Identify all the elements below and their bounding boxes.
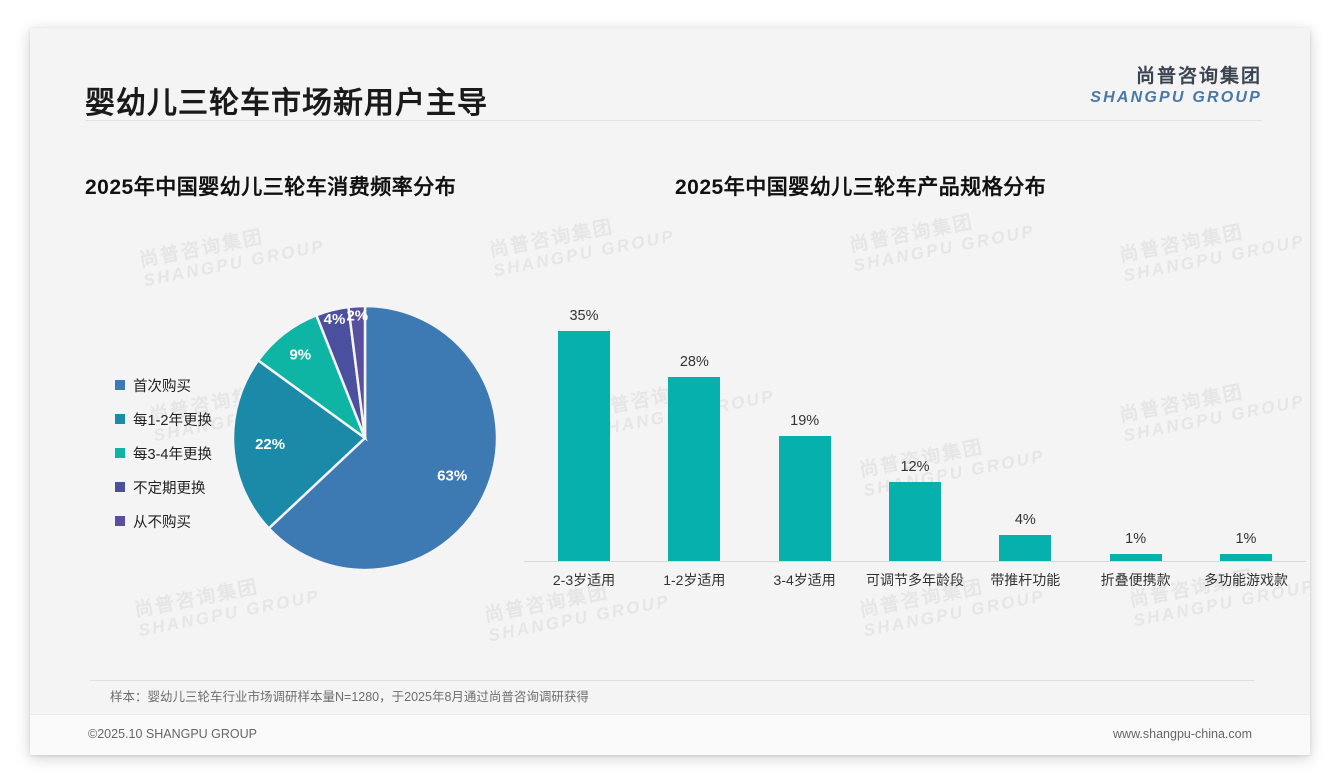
bar-value-label: 19% <box>790 413 820 429</box>
bar-column[interactable]: 35% <box>530 258 638 561</box>
pie-chart-title: 2025年中国婴幼儿三轮车消费频率分布 <box>85 176 457 199</box>
bar-category-labels: 2-3岁适用 1-2岁适用 3-4岁适用 可调节多年龄段 带推杆功能 折叠便携款… <box>530 570 1300 590</box>
legend-swatch-icon <box>115 380 125 390</box>
copyright-text: ©2025.10 SHANGPU GROUP <box>88 727 257 741</box>
bar-category-label: 1-2岁适用 <box>663 572 726 588</box>
pie-slice-label: 22% <box>255 436 285 453</box>
pie-slice-label: 4% <box>324 311 346 328</box>
bar-category-label: 带推杆功能 <box>990 572 1061 588</box>
bar-category-label: 2-3岁适用 <box>552 572 616 588</box>
legend-label: 每1-2年更换 <box>133 412 212 429</box>
legend-swatch-icon <box>115 482 125 492</box>
bar-category-label: 多功能游戏款 <box>1203 572 1288 588</box>
bar-value-label: 4% <box>1014 511 1036 528</box>
title-divider <box>85 120 1262 121</box>
pie-slice-label: 63% <box>437 468 467 485</box>
legend-swatch-icon <box>115 414 125 424</box>
bar-chart-title: 2025年中国婴幼儿三轮车产品规格分布 <box>675 176 1047 199</box>
legend-label: 从不购买 <box>133 514 191 531</box>
bar-axis-line <box>524 561 1306 562</box>
bar-value-label: 35% <box>569 307 599 324</box>
logo-text-cn: 尚普咨询集团 <box>1135 66 1262 87</box>
slide-card: 尚普咨询集团 SHANGPU GROUP 尚普咨询集团 SHANGPU GROUP … <box>30 28 1310 755</box>
legend-item[interactable]: 每1-2年更换 <box>115 402 245 436</box>
legend-label: 首次购买 <box>133 378 191 395</box>
page-title: 婴幼儿三轮车市场新用户主导 <box>85 87 488 120</box>
bar-plot: 35% 28% 19% 12% 4% <box>530 258 1300 561</box>
bar-value-label: 1% <box>1125 531 1147 548</box>
bar-category-label: 可调节多年龄段 <box>865 572 964 588</box>
bar-column[interactable]: 1% <box>1192 258 1300 561</box>
bar-value-label: 28% <box>679 353 709 370</box>
bar-rect[interactable] <box>888 482 941 561</box>
legend-item[interactable]: 不定期更换 <box>115 470 245 504</box>
bar-column[interactable]: 1% <box>1082 258 1190 561</box>
legend-label: 不定期更换 <box>133 480 206 497</box>
bar-category-label: 3-4岁适用 <box>773 572 836 588</box>
bar-column[interactable]: 19% <box>751 258 859 561</box>
bar-column[interactable]: 4% <box>971 258 1079 561</box>
bar-rect[interactable] <box>999 534 1052 561</box>
pie-legend: 首次购买 每1-2年更换 每3-4年更换 不定期更换 从不购买 <box>115 368 245 538</box>
bar-rect[interactable] <box>558 330 610 561</box>
footer-bar: ©2025.10 SHANGPU GROUP www.shangpu-china… <box>30 714 1310 755</box>
bar-chart: 35% 28% 19% 12% 4% <box>520 258 1310 588</box>
website-link[interactable]: www.shangpu-china.com <box>1113 727 1252 741</box>
slide-header: 婴幼儿三轮车市场新用户主导 尚普咨询集团 SHANGPU GROUP <box>30 28 1310 120</box>
bar-column[interactable]: 28% <box>640 258 748 561</box>
bar-rect[interactable] <box>778 436 831 561</box>
note-divider <box>90 680 1255 681</box>
legend-swatch-icon <box>115 448 125 458</box>
pie-svg: 63% 22% 9% 4% 2% <box>231 304 499 572</box>
legend-item[interactable]: 首次购买 <box>115 368 245 402</box>
pie-slice-label: 9% <box>289 347 311 364</box>
bar-rect[interactable] <box>668 376 721 561</box>
bar-rect[interactable] <box>1109 554 1162 561</box>
brand-logo: 尚普咨询集团 SHANGPU GROUP <box>1090 61 1262 107</box>
legend-item[interactable]: 从不购买 <box>115 504 245 538</box>
legend-item[interactable]: 每3-4年更换 <box>115 436 245 470</box>
pie-slice-label: 2% <box>346 308 368 325</box>
bar-column[interactable]: 12% <box>861 258 969 561</box>
legend-swatch-icon <box>115 516 125 526</box>
bar-value-label: 1% <box>1235 531 1257 548</box>
bar-rect[interactable] <box>1219 554 1272 561</box>
pie-chart: 首次购买 每1-2年更换 每3-4年更换 不定期更换 从不购买 <box>70 243 540 583</box>
legend-label: 每3-4年更换 <box>133 446 212 463</box>
sample-note: 样本：婴幼儿三轮车行业市场调研样本量N=1280，于2025年8月通过尚普咨询调… <box>110 690 589 704</box>
bar-value-label: 12% <box>900 459 930 476</box>
bar-category-label: 折叠便携款 <box>1100 572 1171 588</box>
logo-text-en: SHANGPU GROUP <box>1090 89 1262 106</box>
pie-slices[interactable] <box>231 304 499 572</box>
charts-region: 2025年中国婴幼儿三轮车消费频率分布 2025年中国婴幼儿三轮车产品规格分布 … <box>30 28 1310 755</box>
